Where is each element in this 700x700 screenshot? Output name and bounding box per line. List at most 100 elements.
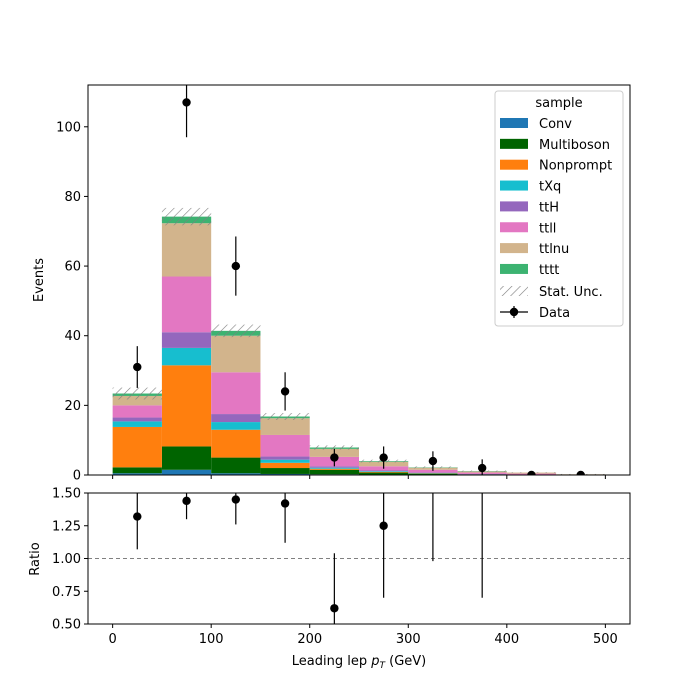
bar-ttll-bin-0 (112, 405, 162, 418)
ratio-y-tick-label-0: 0.50 (52, 618, 81, 633)
ratio-point-4 (330, 604, 339, 613)
legend-swatch-nonprompt (500, 159, 528, 170)
stacked-histogram (112, 216, 606, 475)
main-y-tick-label-1: 20 (64, 399, 81, 414)
x-tick-label-1: 100 (199, 632, 224, 647)
main-y-tick-label-0: 0 (73, 469, 81, 484)
legend: sample Conv Multiboson Nonprompt tXq ttH ttll… (494, 90, 624, 327)
ratio-y-tick-label-1: 0.75 (52, 585, 81, 600)
bar-multiboson-bin-6 (408, 473, 458, 475)
legend-label-data: Data (539, 306, 570, 321)
bar-nonprompt-bin-1 (161, 365, 212, 447)
data-point-2 (231, 261, 241, 271)
legend-swatch-stat-unc (500, 286, 528, 296)
data-point-1 (182, 98, 191, 107)
bar-txq-bin-5 (359, 471, 409, 472)
main-y-axis-label: Events (32, 258, 47, 302)
bar-nonprompt-bin-2 (211, 429, 261, 458)
bar-txq-bin-2 (211, 422, 261, 430)
bar-ttlnu-bin-0 (112, 395, 162, 406)
stat-unc-band-bin-4 (309, 445, 359, 450)
stat-unc-band-bin-3 (260, 413, 310, 420)
bar-txq-bin-0 (112, 421, 162, 427)
main-y-tick-label-2: 40 (64, 329, 81, 344)
ratio-point-5 (379, 521, 388, 530)
ratio-point-0 (133, 512, 142, 521)
bar-txq-bin-1 (161, 347, 212, 366)
ratio-panel: 0 100 200 300 400 500 0.50 0.75 1.00 1.25 1.50 Ra… (28, 436, 631, 671)
bar-tth-bin-0 (112, 417, 162, 422)
data-point-8 (527, 470, 536, 475)
x-tick-label-0: 0 (108, 632, 116, 647)
bar-multiboson-bin-3 (260, 468, 310, 474)
main-panel: 0 20 40 60 80 100 Events (32, 84, 631, 484)
main-y-tick-label-4: 80 (64, 190, 81, 205)
legend-swatch-ttll (500, 222, 528, 233)
legend-swatch-multiboson (500, 138, 528, 149)
stat-unc-band-bin-0 (112, 387, 162, 400)
legend-label-nonprompt: Nonprompt (539, 159, 612, 174)
ratio-point-7 (478, 436, 486, 444)
bar-conv-bin-2 (211, 473, 261, 475)
data-point-6 (428, 456, 438, 466)
legend-label-tth: ttH (539, 200, 559, 215)
legend-label-stat-unc: Stat. Unc. (539, 285, 603, 300)
data-points (133, 85, 585, 475)
main-x-ticks (112, 475, 606, 479)
bar-conv-bin-0 (112, 473, 162, 475)
ratio-y-tick-label-2: 1.00 (52, 552, 81, 567)
bar-nonprompt-bin-3 (260, 462, 310, 469)
legend-swatch-txq (500, 180, 528, 191)
bar-multiboson-bin-0 (112, 467, 162, 474)
legend-label-txq: tXq (539, 180, 561, 195)
ratio-y-axis-label: Ratio (28, 542, 43, 575)
x-tick-label-2: 200 (297, 632, 322, 647)
bar-ttll-bin-1 (161, 276, 212, 333)
bar-conv-bin-1 (161, 469, 212, 475)
bar-ttlnu-bin-3 (260, 418, 310, 435)
legend-swatch-tth (500, 201, 528, 212)
x-tick-label-4: 400 (494, 632, 519, 647)
legend-label-ttll: ttll (539, 221, 556, 236)
bar-multiboson-bin-2 (211, 457, 261, 474)
data-point-0 (133, 362, 142, 372)
ratio-x-axis: 0 100 200 300 400 500 (108, 624, 618, 647)
ratio-y-tick-label-4: 1.50 (52, 487, 81, 502)
bar-ttlnu-bin-1 (161, 223, 212, 277)
bar-ttll-bin-2 (211, 372, 261, 415)
ratio-point-3 (280, 499, 290, 508)
data-point-3 (280, 387, 290, 396)
x-tick-label-5: 500 (593, 632, 618, 647)
bar-txq-bin-4 (309, 467, 359, 469)
bar-tth-bin-1 (161, 332, 212, 348)
main-y-axis: 0 20 40 60 80 100 (56, 120, 88, 484)
bar-multiboson-bin-1 (161, 446, 212, 470)
legend-label-conv: Conv (539, 117, 572, 132)
bar-ttll-bin-3 (260, 434, 310, 457)
bar-tth-bin-3 (260, 456, 310, 460)
main-y-tick-label-3: 60 (64, 260, 81, 275)
legend-swatch-ttlnu (500, 243, 528, 254)
x-axis-label: Leading lep pT (GeV) (292, 654, 426, 671)
bar-nonprompt-bin-4 (309, 468, 359, 470)
legend-entries: Conv Multiboson Nonprompt tXq ttH ttll ttlnu tt… (500, 117, 612, 278)
bar-nonprompt-bin-5 (359, 471, 409, 473)
bar-tth-bin-2 (211, 414, 261, 423)
main-y-tick-label-5: 100 (56, 120, 81, 135)
bar-txq-bin-3 (260, 459, 310, 463)
data-point-9 (576, 470, 585, 475)
legend-label-multiboson: Multiboson (539, 138, 610, 153)
main-axes-frame (87, 84, 631, 476)
legend-label-ttlnu: ttlnu (539, 242, 569, 257)
bar-multiboson-bin-4 (309, 469, 359, 475)
bar-tth-bin-5 (359, 470, 409, 472)
legend-label-tttt: tttt (539, 263, 559, 278)
bar-ttll-bin-6 (408, 469, 458, 473)
legend-marker-data (509, 307, 519, 317)
ratio-y-tick-label-3: 1.25 (52, 519, 81, 534)
stat-unc-band-bin-2 (211, 324, 261, 338)
ratio-point-1 (182, 496, 191, 506)
bar-ttlnu-bin-2 (211, 335, 261, 373)
legend-swatch-conv (500, 118, 528, 128)
